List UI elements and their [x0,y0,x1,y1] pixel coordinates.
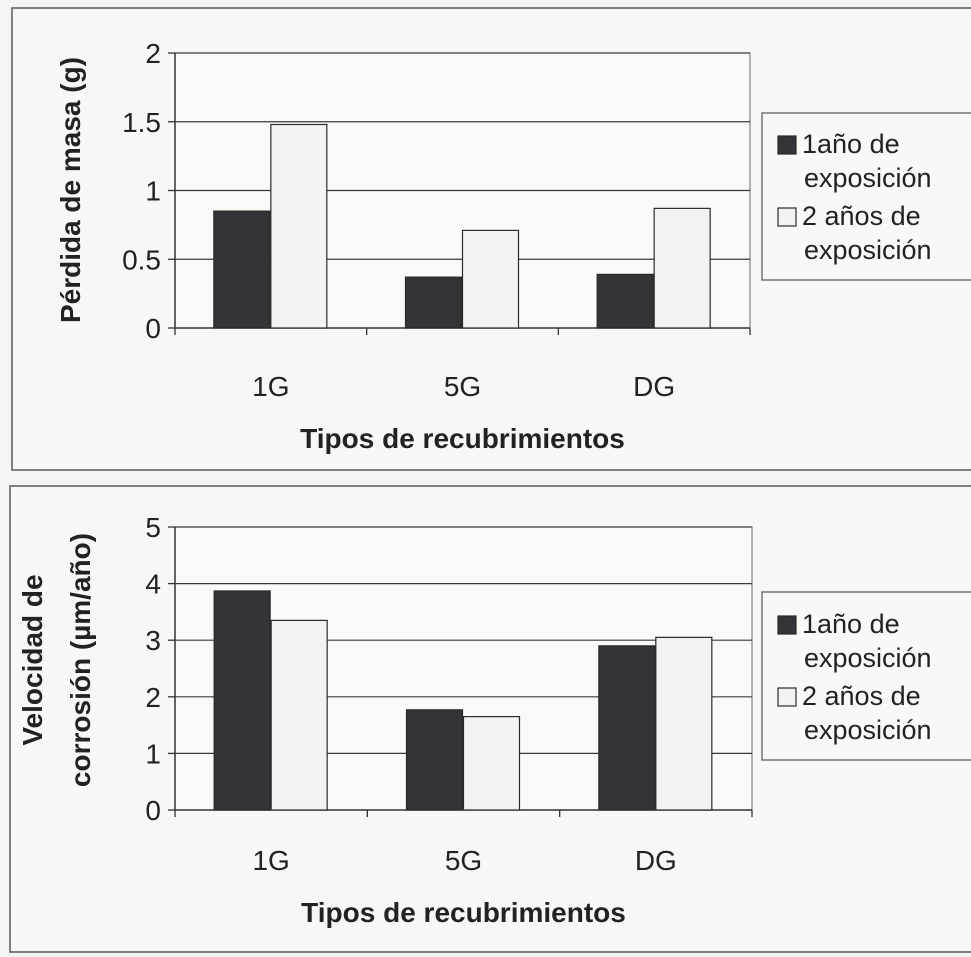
x-tick-label: DG [635,845,677,876]
y-tick-label: 4 [145,569,161,600]
y-tick-label: 0 [145,313,161,344]
mass-loss-chart: 0 0.5 1 1.5 2 1G 5G DG Tipos de recubrimientos Pé… [11,7,971,471]
y-axis-title-line: Velocidad de [17,574,48,745]
legend-label: exposición [804,235,932,265]
bar-1G-series-2 [270,123,328,329]
bar-1G-series-2 [270,619,328,811]
legend-label: exposición [804,163,932,193]
legend-label: 1año de [802,129,900,159]
y-tick-label: 0 [145,795,161,826]
legend-swatch-series-1 [777,615,797,635]
x-tick-label: 1G [252,845,289,876]
y-tick-label: 0.5 [122,244,161,275]
y-tick-label: 2 [145,38,161,69]
y-tick-label: 1 [145,738,161,769]
legend-box [761,591,971,761]
bar-5G-series-1 [404,276,463,329]
legend-label: exposición [804,715,932,745]
x-tick-label: 5G [445,845,482,876]
bar-DG-series-2 [655,636,713,811]
legend-label: 1año de [802,609,900,639]
x-axis-title: Tipos de recubrimientos [301,897,626,928]
bar-1G-series-1 [213,590,271,811]
x-tick-label: DG [633,371,675,402]
bar-1G-series-1 [213,210,271,329]
bar-5G-series-2 [462,716,521,811]
y-tick-label: 1.5 [122,107,161,138]
bar-DG-series-1 [598,645,656,811]
y-tick-label: 2 [145,682,161,713]
legend-label: 2 años de [802,681,921,711]
legend-swatch-series-2 [777,687,797,707]
x-tick-label: 5G [444,371,481,402]
y-tick-label: 1 [145,176,161,207]
bar-5G-series-1 [405,709,464,811]
y-axis-title: Pérdida de masa (g) [55,57,86,323]
legend-label: 2 años de [802,201,921,231]
legend-label: exposición [804,643,932,673]
y-tick-label: 5 [145,512,161,543]
legend-swatch-series-2 [777,207,797,227]
legend-swatch-series-1 [777,135,797,155]
corrosion-rate-chart: 0 1 2 3 4 5 1G 5G DG Tipos de recubrimientos Veloc… [9,485,971,953]
bar-DG-series-2 [653,207,711,329]
legend-box [761,112,971,281]
bar-DG-series-1 [596,273,654,329]
bar-5G-series-2 [461,229,520,329]
x-axis-title: Tipos de recubrimientos [300,423,625,454]
x-tick-label: 1G [252,371,289,402]
y-tick-label: 3 [145,625,161,656]
y-axis-title-line: corrosión (µm/año) [65,533,96,787]
